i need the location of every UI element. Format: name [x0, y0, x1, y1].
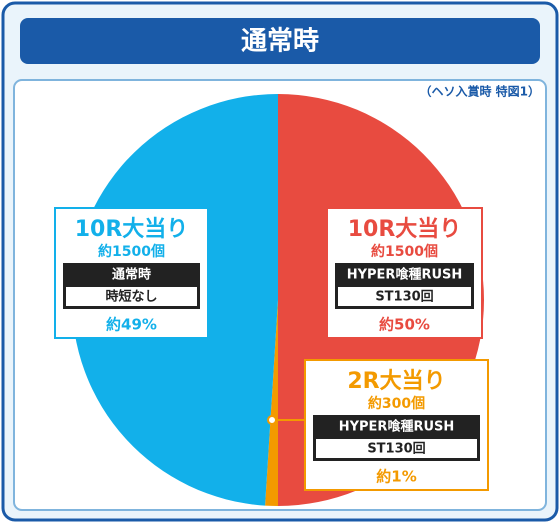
- chart-title: 通常時: [241, 27, 319, 57]
- mode: HYPER喰種RUSH: [347, 267, 463, 283]
- mode-detail: 時短なし: [105, 289, 157, 305]
- mode-detail: ST130回: [367, 442, 425, 457]
- mode: HYPER喰種RUSH: [339, 419, 455, 435]
- slice-label: 2R大当り: [347, 369, 445, 394]
- title-bar: [20, 18, 540, 64]
- mode: 通常時: [112, 267, 151, 283]
- subtitle: （ヘソ入賞時 特図1）: [419, 84, 540, 99]
- mode-detail-box: [66, 287, 197, 306]
- ball-count: 約1500個: [371, 243, 438, 260]
- labels: 10R大当り約1500個HYPER喰種RUSHST130回約50%2R大当り約3…: [54, 207, 489, 491]
- slice-label: 10R大当り: [348, 217, 462, 242]
- slice-label: 10R大当り: [75, 217, 189, 242]
- ball-count: 約1500個: [98, 243, 165, 260]
- ball-count: 約300個: [368, 395, 425, 412]
- mode-detail: ST130回: [375, 290, 433, 305]
- pie-slice: [265, 300, 278, 506]
- value-label: 約49%: [106, 316, 157, 334]
- leader-dot: [267, 415, 277, 425]
- value-label: 約50%: [379, 316, 430, 334]
- mode-detail-box: [316, 439, 477, 458]
- value-label: 約1%: [376, 468, 416, 486]
- mode-detail-box: [338, 287, 471, 306]
